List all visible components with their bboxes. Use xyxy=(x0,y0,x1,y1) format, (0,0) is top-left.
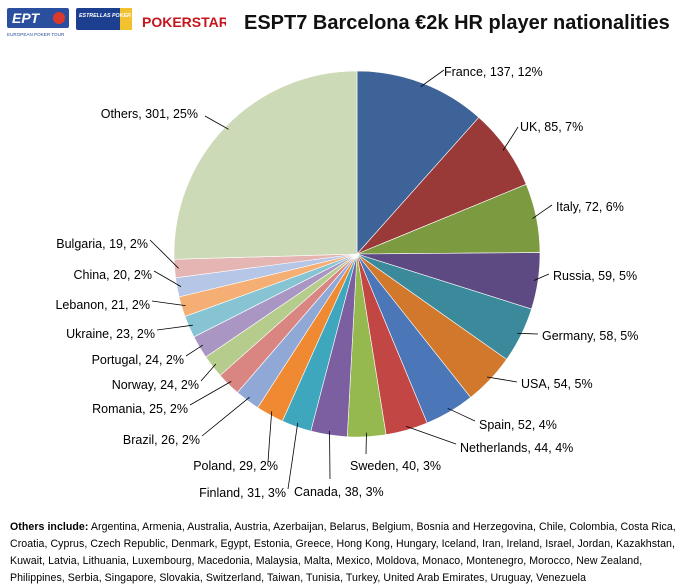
ept-logo-text: EPT xyxy=(12,10,41,26)
ept-logo: EPT EUROPEAN POKER TOUR xyxy=(7,8,69,37)
ept-logo-subtitle: EUROPEAN POKER TOUR xyxy=(7,32,65,37)
slice-label-sweden: Sweden, 40, 3% xyxy=(350,459,441,473)
slice-label-ukraine: Ukraine, 23, 2% xyxy=(66,327,155,341)
leader-line-finland xyxy=(287,422,299,490)
leader-line-norway xyxy=(200,363,217,382)
chart-title: ESPT7 Barcelona €2k HR player nationalit… xyxy=(244,12,670,34)
leader-line-ukraine xyxy=(156,324,193,331)
leader-line-others xyxy=(204,115,229,130)
slice-label-brazil: Brazil, 26, 2% xyxy=(123,433,200,447)
slice-label-norway: Norway, 24, 2% xyxy=(112,378,199,392)
leader-line-china xyxy=(153,270,182,287)
leader-line-uk xyxy=(502,126,519,151)
slice-label-china: China, 20, 2% xyxy=(73,268,152,282)
pokerstars-logo: POKERSTARS xyxy=(142,14,238,30)
slice-label-bulgaria: Bulgaria, 19, 2% xyxy=(56,237,148,251)
leader-line-portugal xyxy=(185,344,204,357)
leader-line-germany xyxy=(517,333,539,335)
pie-slice-france xyxy=(356,70,480,255)
slice-label-canada: Canada, 38, 3% xyxy=(294,485,384,499)
leader-line-poland xyxy=(267,411,273,463)
others-footnote-text: Argentina, Armenia, Australia, Austria, … xyxy=(10,521,676,584)
slice-label-romania: Romania, 25, 2% xyxy=(92,402,188,416)
estrellas-logo-text: ESTRELLAS POKER TOUR xyxy=(79,13,147,19)
leader-line-netherlands xyxy=(405,425,457,445)
pie-slice-others xyxy=(173,70,358,260)
slice-label-lebanon: Lebanon, 21, 2% xyxy=(55,298,150,312)
leader-line-canada xyxy=(329,430,331,480)
leader-line-brazil xyxy=(201,396,250,437)
slice-label-uk: UK, 85, 7% xyxy=(520,120,583,134)
slice-label-italy: Italy, 72, 6% xyxy=(556,200,624,214)
logo-strip: EPT EUROPEAN POKER TOUR ESTRELLAS POKER … xyxy=(6,6,238,40)
slice-label-spain: Spain, 52, 4% xyxy=(479,418,557,432)
leader-line-bulgaria xyxy=(149,239,179,269)
leader-line-spain xyxy=(447,407,476,422)
slice-label-france: France, 137, 12% xyxy=(444,65,543,79)
leader-line-sweden xyxy=(365,432,367,455)
slice-label-others: Others, 301, 25% xyxy=(101,107,198,121)
pie-slices xyxy=(173,70,541,438)
slice-label-finland: Finland, 31, 3% xyxy=(199,486,286,500)
slice-label-germany: Germany, 58, 5% xyxy=(542,329,638,343)
pie-chart: France, 137, 12% UK, 85, 7% Italy, 72, 6% R… xyxy=(55,65,638,500)
leader-line-russia xyxy=(533,273,550,281)
slice-label-usa: USA, 54, 5% xyxy=(521,377,593,391)
others-footnote-prefix: Others include: xyxy=(10,521,89,533)
slice-label-poland: Poland, 29, 2% xyxy=(193,459,278,473)
leader-line-usa xyxy=(487,376,518,383)
slice-label-russia: Russia, 59, 5% xyxy=(553,269,637,283)
pokerstars-logo-text: POKERSTARS xyxy=(142,14,226,30)
slice-label-netherlands: Netherlands, 44, 4% xyxy=(460,441,573,455)
leader-lines xyxy=(149,69,553,490)
leader-line-romania xyxy=(189,381,232,406)
brand-logos: EPT EUROPEAN POKER TOUR ESTRELLAS POKER … xyxy=(7,8,238,37)
slice-label-portugal: Portugal, 24, 2% xyxy=(92,353,184,367)
leader-line-lebanon xyxy=(151,300,186,306)
others-footnote: Others include: Argentina, Armenia, Aust… xyxy=(10,519,692,587)
leader-line-france xyxy=(420,69,445,88)
slice-labels: France, 137, 12% UK, 85, 7% Italy, 72, 6% R… xyxy=(55,65,638,500)
leader-line-italy xyxy=(532,204,553,219)
estrellas-logo: ESTRELLAS POKER TOUR xyxy=(76,8,147,30)
